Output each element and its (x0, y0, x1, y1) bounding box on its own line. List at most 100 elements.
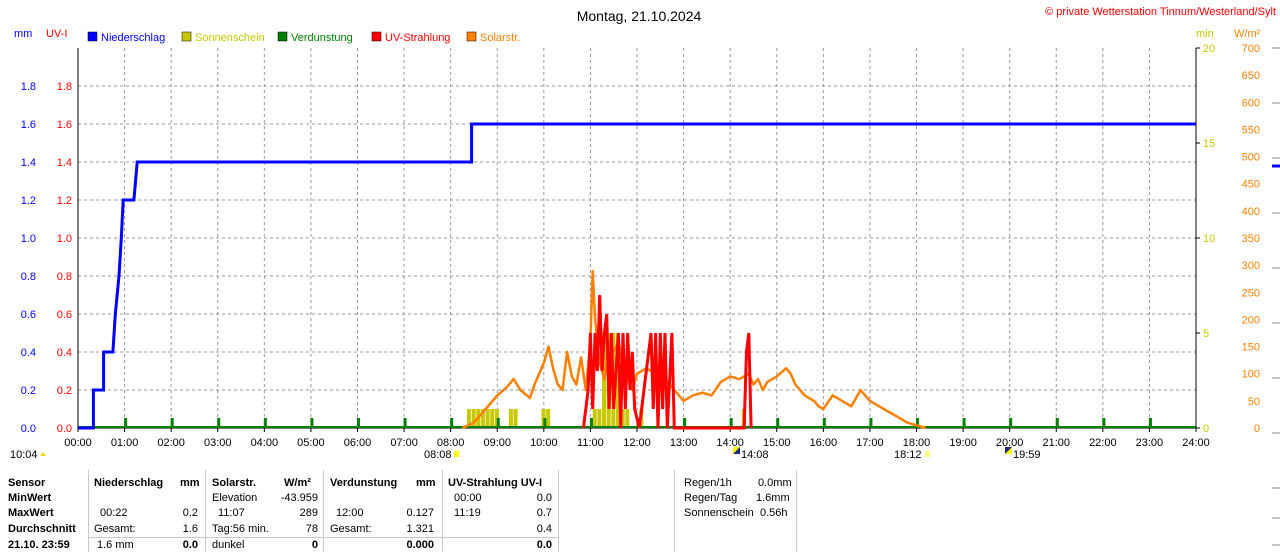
stats-divider (558, 470, 559, 552)
verdunstung-gesamt-label: Gesamt: (330, 523, 372, 535)
event-markers: 10:04 08:08 14:08 18:12 19:59 (10, 447, 1041, 461)
stats-panel: Sensor MinWert MaxWert Durchschnitt 21.1… (0, 470, 1280, 552)
event-moon-marker-fill (1005, 447, 1012, 454)
y-tick-label-uvi: 1.6 (57, 119, 72, 131)
chart-grid (78, 48, 1196, 428)
y-tick-label-mm: 0.0 (21, 423, 36, 435)
solar-elevation-value: -43.959 (280, 492, 318, 504)
y-tick-label-wm2: 400 (1242, 206, 1260, 218)
y-tick-label-mm: 1.0 (21, 233, 36, 245)
x-tick-label: 23:00 (1136, 437, 1164, 449)
event-min-temp-label: 10:04 (10, 449, 38, 461)
y-tick-label-mm: 0.8 (21, 271, 36, 283)
x-tick-label: 24:00 (1182, 437, 1210, 449)
legend-swatch (466, 31, 477, 42)
sunshine-bar (616, 333, 621, 428)
y-tick-label-wm2: 650 (1242, 70, 1260, 82)
x-tick-label: 14:00 (716, 437, 744, 449)
y-tick-label-wm2: 350 (1242, 233, 1260, 245)
unit-mm-label: mm (14, 28, 32, 40)
sonnenschein-value: 0.56h (760, 507, 788, 519)
legend-label: Verdunstung (291, 32, 353, 44)
niederschlag-gesamt-value: 1.6 (182, 523, 198, 535)
sunshine-bar (485, 409, 490, 428)
sonnenschein-label: Sonnenschein (684, 507, 754, 519)
stats-min-label: MinWert (8, 492, 52, 504)
unit-uvi-label: UV-I (46, 28, 67, 40)
y-tick-label-uvi: 0.4 (57, 347, 72, 359)
verdunstung-header: Verdunstung (330, 477, 398, 489)
legend-label: Niederschlag (101, 32, 165, 44)
x-tick-label: 08:00 (437, 437, 465, 449)
right-scroll-markers (1272, 47, 1280, 546)
x-tick-label: 11:00 (577, 437, 604, 449)
y-tick-label-min: 10 (1203, 233, 1215, 245)
y-tick-label-wm2: 500 (1242, 152, 1260, 164)
x-tick-label: 22:00 (1089, 437, 1117, 449)
sunshine-bar (466, 409, 471, 428)
y-tick-label-wm2: 0 (1254, 423, 1260, 435)
y-tick-label-mm: 1.4 (21, 157, 36, 169)
x-tick-label: 06:00 (344, 437, 372, 449)
niederschlag-unit: mm (180, 477, 200, 489)
stats-now-label: 21.10. 23:59 (8, 539, 70, 551)
y-tick-label-min: 15 (1203, 138, 1215, 150)
sunshine-bar (620, 409, 625, 428)
y-tick-label-wm2: 100 (1242, 369, 1260, 381)
y-tick-label-wm2: 450 (1242, 179, 1260, 191)
solar-tag-value: 78 (305, 523, 318, 535)
x-tick-label: 09:00 (483, 437, 511, 449)
stats-avg-label: Durchschnitt (8, 523, 76, 535)
stats-divider (323, 470, 324, 552)
y-tick-label-uvi: 0.8 (57, 271, 72, 283)
x-tick-label: 12:00 (623, 437, 651, 449)
event-sunset-label: 18:12 (894, 449, 922, 461)
y-tick-label-wm2: 600 (1242, 97, 1260, 109)
verdunstung-gesamt-value: 1.321 (406, 523, 434, 535)
y-tick-label-wm2: 250 (1242, 287, 1260, 299)
sunshine-bar (480, 409, 485, 428)
y-tick-label-uvi: 0.6 (57, 309, 72, 321)
chart-legend: Niederschlag Sonnenschein Verdunstung UV-St… (87, 31, 520, 44)
chart-title: Montag, 21.10.2024 (577, 8, 702, 24)
uv-line (581, 294, 753, 430)
solar-line (461, 269, 927, 430)
y-tick-label-wm2: 700 (1242, 43, 1260, 55)
legend-label: Solarstr. (480, 32, 520, 44)
uv-max-value: 0.7 (536, 507, 552, 519)
stats-divider (796, 470, 797, 552)
legend-swatch (277, 31, 288, 42)
unit-wm2-label: W/m² (1234, 28, 1261, 40)
solar-max-time: 11:07 (218, 507, 245, 519)
precipitation-line (78, 122, 1196, 430)
stats-sensor-label: Sensor (8, 477, 46, 489)
sunshine-bar (625, 409, 630, 428)
legend-label: Sonnenschein (195, 32, 265, 44)
verdunstung-max-value: 0.127 (406, 507, 434, 519)
verdunstung-unit: mm (416, 477, 436, 489)
niederschlag-max-value: 0.2 (182, 507, 198, 519)
stats-divider (88, 470, 89, 552)
sunshine-bar (546, 409, 551, 428)
sunshine-bar (513, 409, 518, 428)
event-noon-label: 14:08 (741, 449, 769, 461)
x-tick-label: 20:00 (996, 437, 1024, 449)
solar-tag-label: Tag:56 min. (212, 523, 269, 535)
chart-axes: 00:00 01:00 02:00 03:00 04:00 05:00 06:00 07:00… (21, 43, 1260, 449)
regen-1h-label: Regen/1h (684, 477, 732, 489)
verdunstung-max-time: 12:00 (336, 507, 364, 519)
solar-unit: W/m² (284, 477, 311, 489)
event-moon-label: 19:59 (1013, 449, 1041, 461)
chart-plot (78, 122, 1196, 430)
uv-avg-value: 0.4 (536, 523, 552, 535)
y-tick-label-uvi: 0.2 (57, 385, 72, 397)
x-tick-label: 16:00 (810, 437, 838, 449)
uv-now-value: 0.0 (536, 539, 552, 551)
stats-divider (88, 537, 558, 538)
legend-swatch (87, 31, 98, 42)
sunshine-bar (471, 409, 476, 428)
y-tick-label-uvi: 1.2 (57, 195, 72, 207)
y-tick-label-uvi: 1.0 (57, 233, 72, 245)
y-tick-label-mm: 0.6 (21, 309, 36, 321)
